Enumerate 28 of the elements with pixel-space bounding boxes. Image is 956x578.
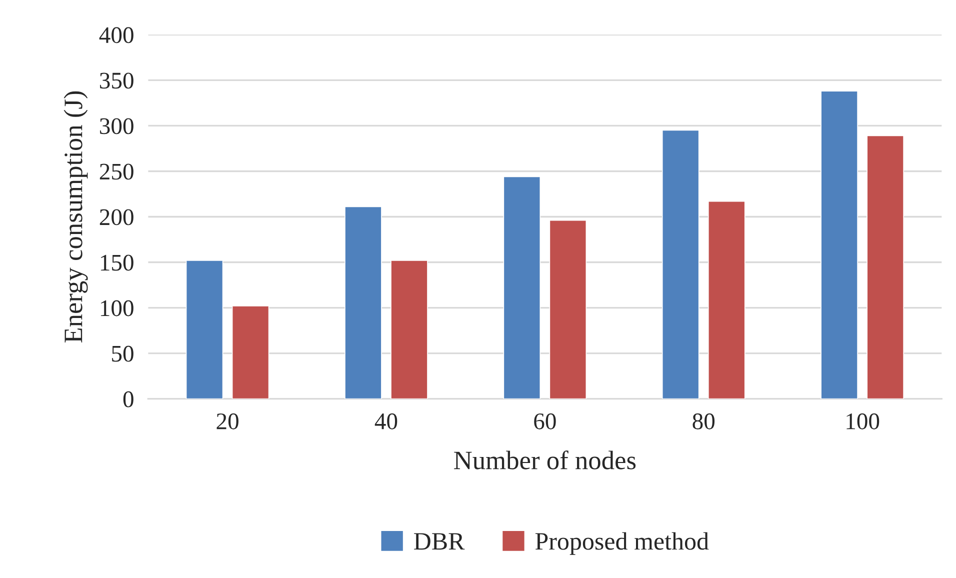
y-tick-label: 400 (99, 27, 134, 44)
x-tick-label: 40 (374, 413, 398, 430)
bar (390, 260, 428, 399)
bar (708, 200, 746, 399)
y-tick-label: 250 (100, 164, 134, 180)
bar (503, 176, 541, 399)
bar (549, 220, 587, 399)
y-tick-label: 300 (100, 118, 134, 134)
bar (232, 306, 270, 399)
bar (662, 130, 700, 399)
x-tick-label: 80 (692, 413, 715, 430)
bar (344, 206, 382, 399)
y-tick-label: 150 (100, 254, 134, 271)
y-tick-label: 100 (100, 300, 134, 316)
x-tick-label: 20 (216, 413, 238, 430)
y-tick-label: 200 (100, 209, 134, 226)
bar (186, 260, 224, 399)
y-tick-label: 0 (123, 391, 134, 408)
legend-label: Proposed method (535, 532, 709, 555)
y-axis-title: Energy consumption (J) (64, 91, 88, 343)
x-tick-label: 60 (534, 413, 556, 430)
legend-label: DBR (414, 533, 465, 550)
x-tick-label: 100 (846, 413, 880, 430)
x-axis-title: Number of nodes (454, 450, 636, 470)
bar (866, 135, 904, 399)
y-tick-label: 350 (100, 72, 134, 89)
bar (820, 90, 858, 399)
y-tick-label: 50 (112, 346, 134, 362)
